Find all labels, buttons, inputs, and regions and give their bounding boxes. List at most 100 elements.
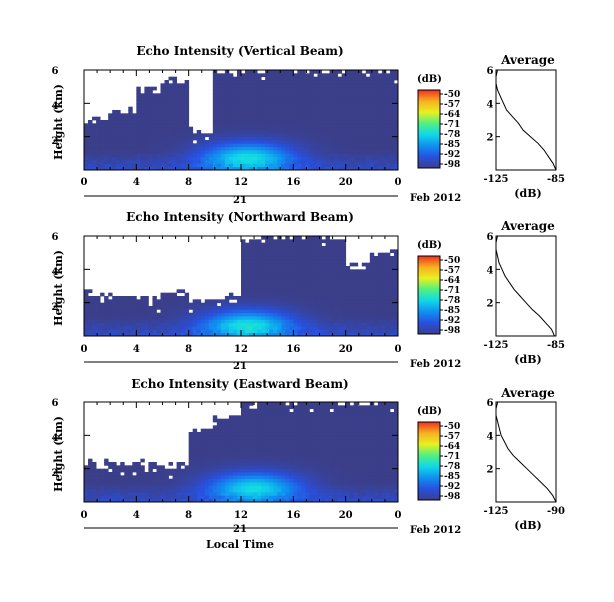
- heatmap-cell: [245, 123, 249, 127]
- heatmap-cell: [386, 259, 390, 263]
- heatmap-cell: [390, 286, 394, 290]
- heatmap-cell: [326, 405, 330, 409]
- heatmap-cell: [136, 103, 140, 107]
- heatmap-cell: [245, 77, 249, 81]
- heatmap-cell: [92, 475, 96, 479]
- heatmap-cell: [313, 113, 317, 117]
- heatmap-cell: [140, 492, 144, 496]
- heatmap-cell: [269, 239, 273, 243]
- heatmap-cell: [249, 110, 253, 114]
- heatmap-cell: [253, 299, 257, 303]
- heatmap-cell: [148, 137, 152, 141]
- heatmap-cell: [273, 90, 277, 94]
- heatmap-cell: [317, 279, 321, 283]
- heatmap-cell: [261, 425, 265, 429]
- heatmap-cell: [225, 329, 229, 333]
- heatmap-cell: [293, 432, 297, 436]
- heatmap-cell: [225, 117, 229, 121]
- heatmap-cell: [346, 107, 350, 111]
- heatmap-cell: [277, 123, 281, 127]
- heatmap-cell: [293, 269, 297, 273]
- heatmap-cell: [253, 432, 257, 436]
- heatmap-cell: [124, 303, 128, 307]
- heatmap-cell: [338, 306, 342, 310]
- heatmap-cell: [322, 299, 326, 303]
- heatmap-cell: [124, 113, 128, 117]
- heatmap-cell: [326, 127, 330, 131]
- heatmap-cell: [350, 276, 354, 280]
- heatmap-cell: [197, 475, 201, 479]
- heatmap-cell: [213, 319, 217, 323]
- heatmap-cell: [96, 303, 100, 307]
- heatmap-cell: [330, 80, 334, 84]
- heatmap-cell: [160, 110, 164, 114]
- heatmap-cell: [358, 143, 362, 147]
- heatmap-cell: [177, 93, 181, 97]
- heatmap-cell: [301, 329, 305, 333]
- heatmap-cell: [213, 100, 217, 104]
- heatmap-cell: [338, 259, 342, 263]
- x-tick-label: 12: [234, 344, 248, 355]
- heatmap-cell: [277, 266, 281, 270]
- heatmap-cell: [305, 87, 309, 91]
- heatmap-cell: [309, 475, 313, 479]
- heatmap-cell: [281, 140, 285, 144]
- heatmap-cell: [165, 326, 169, 330]
- colorbar-tick-label: -71: [444, 286, 460, 296]
- heatmap-cell: [358, 90, 362, 94]
- heatmap-cell: [305, 482, 309, 486]
- heatmap-cell: [277, 455, 281, 459]
- heatmap-cell: [313, 469, 317, 473]
- heatmap-cell: [374, 303, 378, 307]
- heatmap-cell: [334, 90, 338, 94]
- heatmap-cell: [346, 80, 350, 84]
- heatmap-cell: [382, 73, 386, 77]
- heatmap-cell: [120, 319, 124, 323]
- heatmap-cell: [96, 319, 100, 323]
- heatmap-cell: [326, 263, 330, 267]
- heatmap-cell: [346, 279, 350, 283]
- heatmap-cell: [96, 123, 100, 127]
- heatmap-cell: [285, 472, 289, 476]
- heatmap-cell: [313, 489, 317, 493]
- heatmap-cell: [136, 482, 140, 486]
- heatmap-cell: [245, 130, 249, 134]
- heatmap-cell: [313, 117, 317, 121]
- heatmap-cell: [346, 306, 350, 310]
- heatmap-cell: [217, 117, 221, 121]
- heatmap-cell: [326, 133, 330, 137]
- heatmap-cell: [362, 306, 366, 310]
- heatmap-cell: [330, 107, 334, 111]
- heatmap-cell: [317, 90, 321, 94]
- heatmap-cell: [160, 163, 164, 167]
- heatmap-cell: [261, 489, 265, 493]
- heatmap-cell: [313, 123, 317, 127]
- heatmap-cell: [92, 316, 96, 320]
- heatmap-cell: [301, 495, 305, 499]
- heatmap-cell: [189, 469, 193, 473]
- heatmap-cell: [390, 289, 394, 293]
- heatmap-cell: [289, 83, 293, 87]
- heatmap-cell: [326, 140, 330, 144]
- heatmap-cell: [358, 83, 362, 87]
- heatmap-cell: [116, 482, 120, 486]
- heatmap-cell: [253, 283, 257, 287]
- heatmap-cell: [301, 449, 305, 453]
- heatmap-cell: [128, 326, 132, 330]
- heatmap-cell: [241, 249, 245, 253]
- heatmap-cell: [346, 103, 350, 107]
- heatmap-cell: [173, 120, 177, 124]
- heatmap-cell: [84, 482, 88, 486]
- heatmap-cell: [249, 286, 253, 290]
- heatmap-cell: [309, 70, 313, 74]
- heatmap-cell: [165, 110, 169, 114]
- heatmap-cell: [374, 133, 378, 137]
- heatmap-cell: [301, 405, 305, 409]
- heatmap-cell: [313, 253, 317, 257]
- panel-eastward-beam: Echo Intensity (Eastward Beam) Height (k…: [52, 377, 566, 551]
- heatmap-cell: [165, 133, 169, 137]
- heatmap-cell: [317, 482, 321, 486]
- heatmap-cell: [144, 306, 148, 310]
- heatmap-cell: [156, 97, 160, 101]
- heatmap-cell: [277, 263, 281, 267]
